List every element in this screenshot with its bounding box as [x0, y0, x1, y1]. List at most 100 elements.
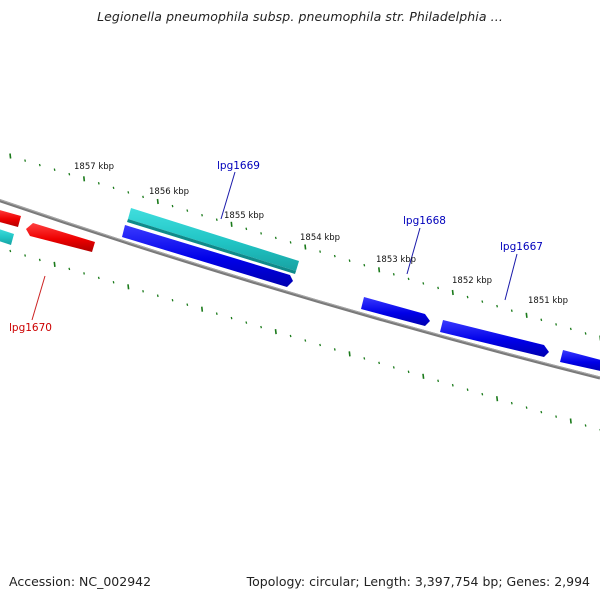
minor-tick — [215, 218, 218, 221]
minor-tick — [245, 227, 248, 231]
major-tick — [230, 221, 233, 227]
gene-label[interactable]: lpg1670 — [9, 322, 52, 334]
major-tick — [53, 261, 56, 267]
scale-label: 1856 kbp — [149, 187, 189, 197]
minor-tick — [466, 295, 469, 299]
major-tick — [378, 267, 381, 273]
gene-arrow[interactable] — [122, 225, 293, 287]
minor-tick — [38, 163, 41, 167]
scale-label: 1853 kbp — [376, 255, 416, 265]
minor-tick — [333, 254, 336, 258]
minor-tick — [540, 318, 543, 322]
gene-arrow[interactable] — [0, 228, 14, 245]
gene-arrow[interactable] — [560, 350, 600, 372]
major-tick — [304, 244, 307, 250]
gene-arrow[interactable] — [361, 297, 430, 326]
gene-arrow-shadow — [127, 219, 296, 274]
major-tick — [496, 396, 499, 402]
genome-backbone — [0, 199, 600, 380]
minor-tick — [260, 232, 263, 235]
minor-tick — [540, 410, 543, 414]
gene-label[interactable]: lpg1668 — [403, 215, 446, 227]
gene-arrow[interactable] — [128, 208, 299, 271]
leader-line-lpg1670 — [31, 275, 46, 321]
accession-text: Accession: NC_002942 — [9, 574, 152, 589]
scale-label: 1855 kbp — [224, 211, 264, 221]
minor-tick — [407, 277, 410, 281]
minor-tick — [245, 321, 248, 324]
minor-tick — [584, 424, 587, 427]
gene-lpg1669[interactable] — [127, 208, 299, 274]
minor-tick — [68, 267, 71, 271]
minor-tick — [437, 379, 440, 383]
minor-tick — [496, 304, 499, 308]
major-tick — [274, 329, 277, 335]
major-tick — [422, 373, 425, 379]
major-tick — [348, 351, 351, 357]
minor-tick — [274, 236, 277, 240]
minor-tick — [584, 332, 587, 335]
minor-tick — [363, 263, 366, 267]
leader-line-lpg1669 — [220, 171, 236, 220]
major-tick — [201, 306, 204, 312]
gene-lpg1668[interactable] — [361, 297, 430, 326]
scale-label: 1854 kbp — [300, 233, 340, 243]
gene-lpg1667[interactable] — [440, 320, 600, 372]
minor-tick — [230, 316, 233, 320]
minor-tick — [451, 383, 454, 387]
minor-tick — [422, 282, 425, 285]
major-tick — [156, 198, 159, 205]
minor-tick — [510, 401, 513, 405]
minor-tick — [186, 209, 189, 212]
gene-arrow[interactable] — [440, 320, 549, 357]
minor-tick — [171, 204, 174, 208]
minor-tick — [510, 309, 513, 312]
gene-lpg1670[interactable] — [0, 209, 95, 252]
gene-arrow[interactable] — [0, 209, 21, 227]
major-tick — [83, 176, 86, 182]
gene-arrow[interactable] — [26, 223, 95, 252]
leader-line-lpg1667 — [504, 253, 518, 301]
minor-tick — [392, 366, 395, 369]
minor-tick — [319, 250, 322, 253]
scale-label: 1857 kbp — [74, 162, 114, 172]
minor-tick — [555, 323, 558, 326]
minor-tick — [112, 186, 115, 190]
genome-stats-text: Topology: circular; Length: 3,397,754 bp… — [246, 574, 590, 589]
minor-tick — [53, 168, 56, 171]
minor-tick — [466, 388, 469, 391]
minor-tick — [481, 392, 484, 396]
gene-label[interactable]: lpg1667 — [500, 241, 543, 253]
minor-tick — [201, 213, 203, 217]
minor-tick — [142, 290, 144, 293]
minor-tick — [525, 406, 528, 409]
minor-tick — [68, 172, 71, 176]
gene-label[interactable]: lpg1669 — [217, 160, 260, 172]
gene-lpg1669-reverse[interactable] — [122, 225, 293, 287]
minor-tick — [333, 348, 336, 351]
minor-tick — [378, 361, 381, 365]
tick-marks — [9, 153, 600, 432]
minor-tick — [97, 182, 100, 185]
minor-tick — [9, 249, 12, 253]
minor-tick — [392, 273, 395, 276]
major-tick — [569, 418, 572, 424]
minor-tick — [555, 415, 558, 418]
minor-tick — [83, 272, 85, 275]
minor-tick — [156, 294, 159, 298]
major-tick — [9, 153, 12, 159]
minor-tick — [97, 276, 100, 280]
minor-tick — [437, 286, 440, 290]
genome-title: Legionella pneumophila subsp. pneumophil… — [97, 9, 503, 24]
minor-tick — [260, 325, 263, 329]
minor-tick — [24, 254, 27, 257]
minor-tick — [186, 303, 189, 306]
minor-tick — [127, 191, 130, 194]
minor-tick — [142, 195, 144, 199]
major-tick — [525, 312, 528, 318]
minor-tick — [319, 343, 322, 347]
leader-line-lpg1668 — [406, 227, 421, 275]
minor-tick — [407, 370, 410, 374]
